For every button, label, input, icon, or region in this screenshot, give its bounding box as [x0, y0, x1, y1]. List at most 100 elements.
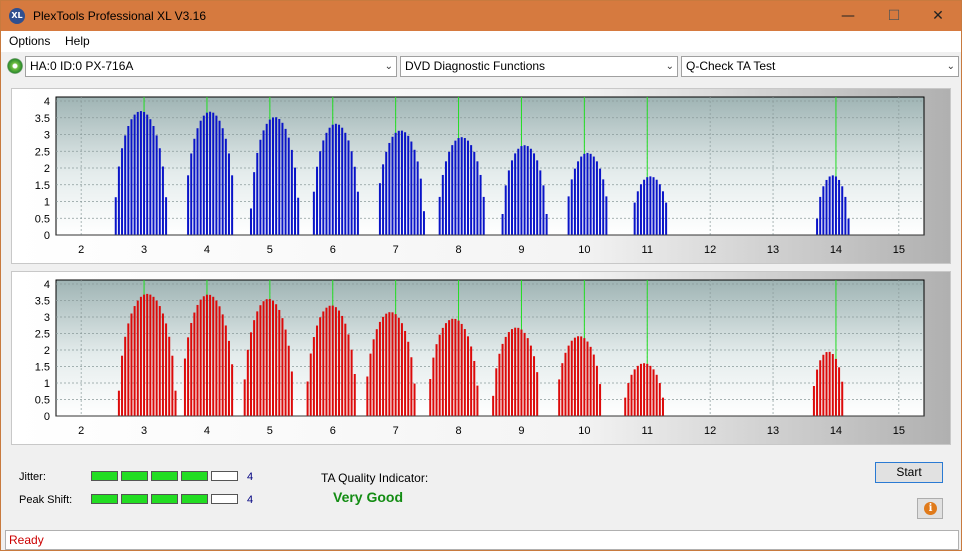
test-select[interactable]: Q-Check TA Test ⌄ [681, 56, 959, 77]
histogram-bar [520, 146, 523, 235]
histogram-bar [127, 126, 130, 235]
histogram-bar [218, 120, 221, 235]
drive-select[interactable]: HA:0 ID:0 PX-716A ⌄ [25, 56, 397, 77]
histogram-bar [435, 344, 438, 416]
x-tick-label: 15 [893, 425, 905, 437]
y-tick-label: 4 [44, 96, 50, 108]
title-bar[interactable]: XL PlexTools Professional XL V3.16 — ☐ ✕ [1, 1, 961, 31]
function-select[interactable]: DVD Diagnostic Functions ⌄ [400, 56, 678, 77]
histogram-bar [529, 148, 532, 235]
histogram-bar [249, 332, 252, 416]
histogram-bar [413, 383, 416, 416]
histogram-bar [444, 161, 447, 235]
menu-options[interactable]: Options [9, 34, 51, 48]
y-tick-label: 1 [44, 378, 50, 390]
histogram-bar [224, 325, 227, 416]
histogram-bar [838, 179, 841, 235]
histogram-bar [507, 170, 510, 235]
meter-segment [181, 471, 208, 481]
histogram-bar [825, 179, 828, 235]
histogram-bar [454, 140, 457, 235]
jitter-chart-panel: 0 0.5 1 1.5 2 2.5 3 3.5 4 2 3 4 5 6 7 8 9 10 11 12 13 14 15 [11, 88, 951, 264]
histogram-bar [158, 306, 161, 416]
x-tick-label: 4 [204, 244, 210, 256]
histogram-bar [570, 179, 573, 235]
histogram-bar [322, 140, 325, 235]
histogram-bar [564, 352, 567, 416]
histogram-bar [501, 343, 504, 416]
histogram-bar [278, 118, 281, 235]
histogram-bar [369, 353, 372, 416]
histogram-bar [639, 184, 642, 235]
histogram-bar [448, 151, 451, 235]
meter-segment [121, 471, 148, 481]
y-tick-label: 2.5 [35, 146, 50, 158]
histogram-bar [652, 369, 655, 416]
histogram-bar [595, 161, 598, 235]
histogram-bar [133, 114, 136, 235]
histogram-bar [419, 178, 422, 235]
x-tick-label: 13 [767, 425, 779, 437]
histogram-bar [444, 323, 447, 416]
chevron-down-icon: ⌄ [665, 61, 674, 72]
histogram-bar [479, 174, 482, 235]
histogram-bar [353, 373, 356, 416]
histogram-bar [325, 307, 328, 416]
x-tick-label: 9 [518, 244, 524, 256]
histogram-bar [290, 149, 293, 235]
histogram-bar [397, 317, 400, 416]
histogram-bar [334, 123, 337, 235]
histogram-bar [193, 138, 196, 235]
close-button[interactable]: ✕ [932, 8, 944, 24]
toolbar: HA:0 ID:0 PX-716A ⌄ DVD Diagnostic Funct… [1, 52, 961, 80]
info-button[interactable]: i [917, 498, 943, 519]
maximize-button[interactable]: ☐ [887, 8, 901, 24]
histogram-bar [400, 323, 403, 416]
histogram-bar [636, 191, 639, 235]
histogram-bar [466, 336, 469, 416]
histogram-bar [165, 323, 168, 416]
histogram-bar [416, 161, 419, 235]
histogram-bar [385, 313, 388, 416]
histogram-bar [504, 336, 507, 416]
histogram-bar [466, 140, 469, 235]
y-tick-label: 1.5 [35, 362, 50, 374]
meter-segment [211, 471, 238, 481]
histogram-bar [117, 166, 120, 235]
y-tick-label: 3.5 [35, 113, 50, 125]
y-tick-label: 0 [44, 411, 50, 423]
histogram-bar [187, 337, 190, 416]
chevron-down-icon: ⌄ [384, 61, 393, 72]
histogram-bar [429, 379, 432, 416]
meter-segment [211, 494, 238, 504]
meter-segment [91, 471, 118, 481]
histogram-bar [139, 296, 142, 416]
histogram-bar [171, 355, 174, 416]
histogram-bar [407, 341, 410, 416]
minimize-button[interactable]: — [841, 8, 855, 24]
histogram-bar [284, 329, 287, 416]
histogram-bar [341, 315, 344, 416]
histogram-bar [259, 305, 262, 416]
histogram-bar [441, 174, 444, 235]
x-tick-label: 15 [893, 244, 905, 256]
histogram-bar [441, 327, 444, 416]
test-select-value: Q-Check TA Test [686, 59, 776, 73]
menu-help[interactable]: Help [65, 34, 90, 48]
histogram-bar [114, 197, 117, 235]
histogram-bar [533, 153, 536, 235]
histogram-bar [388, 312, 391, 416]
histogram-bar [199, 299, 202, 416]
app-logo-icon: XL [9, 8, 25, 24]
histogram-bar [221, 128, 224, 235]
histogram-bar [438, 196, 441, 235]
y-tick-label: 3 [44, 130, 50, 142]
start-button[interactable]: Start [875, 462, 943, 483]
histogram-bar [262, 301, 265, 416]
histogram-bar [658, 184, 661, 235]
histogram-bar [517, 148, 520, 235]
y-tick-label: 2 [44, 163, 50, 175]
histogram-bar [639, 363, 642, 416]
histogram-bar [586, 341, 589, 416]
x-tick-label: 4 [204, 425, 210, 437]
